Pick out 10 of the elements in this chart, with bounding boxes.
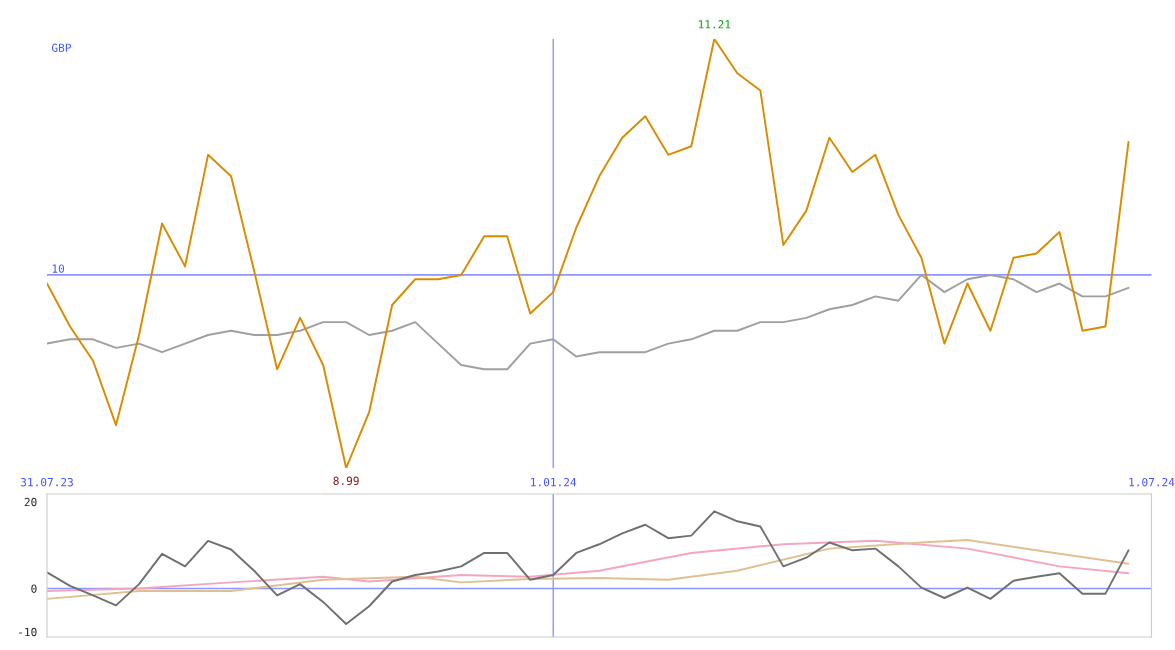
annotation: 10: [52, 264, 65, 273]
y-tick-label: -10: [19, 627, 37, 637]
y-tick-label: 20: [24, 497, 37, 507]
x-tick-label: 1.07.24: [1129, 477, 1175, 487]
annotation: 11.21: [698, 20, 731, 29]
x-tick-label: 31.07.23: [20, 477, 73, 487]
y-tick-label: 0: [31, 584, 37, 593]
x-tick-label: 1.01.24: [531, 477, 577, 487]
annotation: 8.99: [333, 476, 359, 485]
annotation: GBP: [51, 43, 71, 52]
